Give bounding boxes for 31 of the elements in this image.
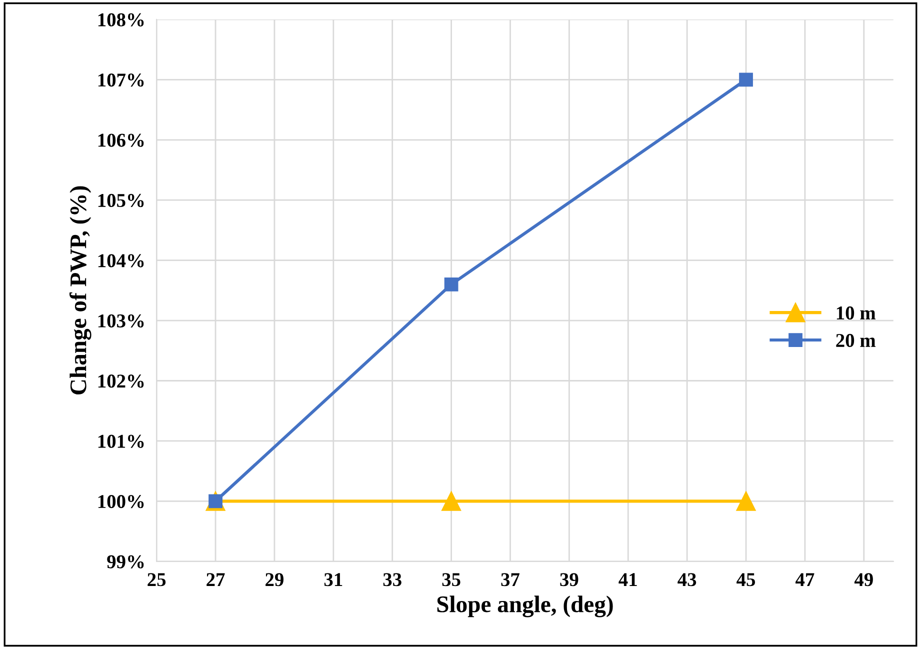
point [739,72,753,87]
x-tick-label: 33 [383,573,402,586]
point [442,491,462,511]
y-tick-label: 105% [98,194,144,208]
y-tick-label: 102% [98,374,144,388]
x-tick-label: 43 [678,573,696,586]
y-tick-label: 107% [98,74,144,87]
x-tick-label: 25 [148,573,166,586]
y-tick-label: 108% [98,13,144,26]
x-tick-label: 35 [442,573,460,586]
x-tick-label: 27 [206,573,225,586]
y-tick-label: 100% [98,494,144,508]
x-tick-label: 29 [266,573,284,586]
point [444,277,458,292]
x-tick-label: 41 [618,573,637,586]
x-tick-label: 31 [324,573,342,586]
x-tick-label: 49 [854,573,873,586]
y-tick-label: 106% [98,134,144,147]
y-tick-label: 101% [98,434,144,448]
y-axis-title: Change of PWP, (%) [69,186,92,394]
legend-label: 10 m [836,306,876,320]
y-tick-label: 103% [98,314,144,328]
x-tick-label: 45 [736,573,756,586]
y-tick-label: 99% [107,555,144,568]
point [736,491,756,511]
legend-label: 20 m [836,334,876,348]
x-tick-label: 39 [560,573,578,586]
x-tick-label: 47 [796,573,814,586]
x-axis-title: Slope angle, (deg) [437,596,613,618]
y-tick-label: 104% [98,254,144,268]
x-tick-label: 37 [501,573,520,586]
